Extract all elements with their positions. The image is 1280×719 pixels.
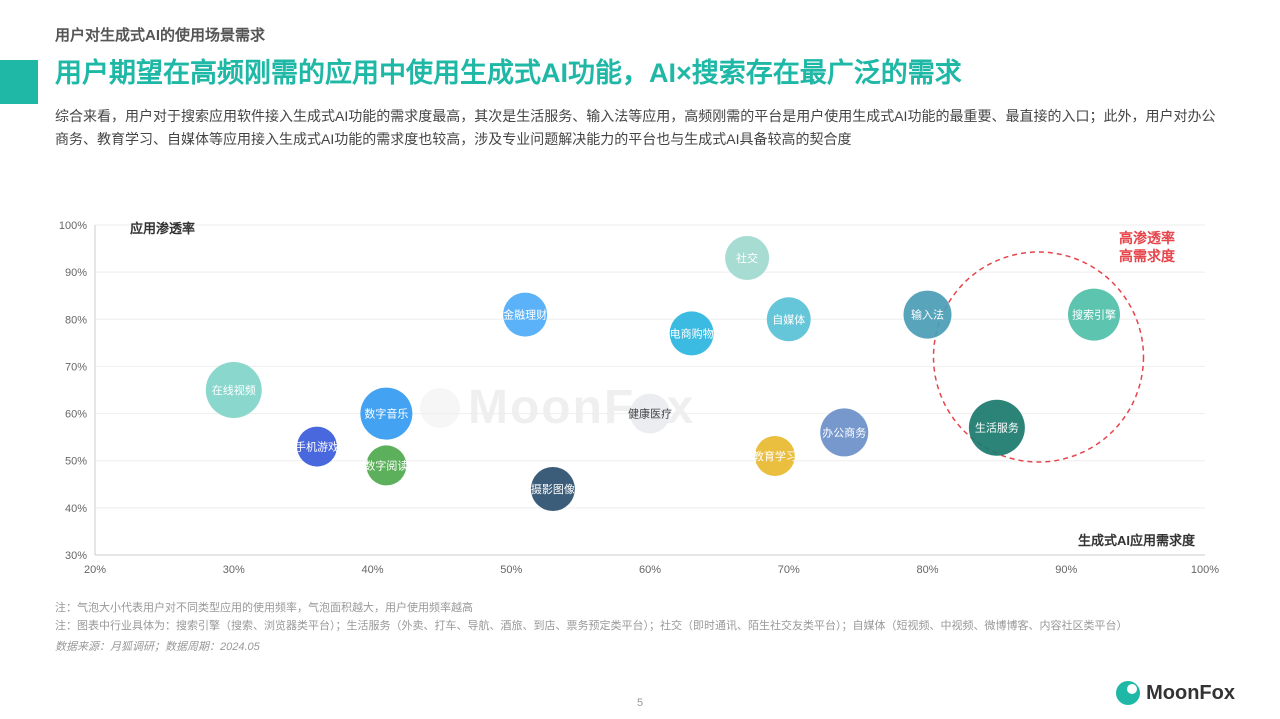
svg-text:70%: 70% bbox=[778, 564, 800, 576]
svg-text:40%: 40% bbox=[361, 564, 383, 576]
svg-text:80%: 80% bbox=[65, 314, 87, 326]
svg-text:30%: 30% bbox=[223, 564, 245, 576]
note-line: 注：图表中行业具体为：搜索引擎（搜索、浏览器类平台）；生活服务（外卖、打车、导航… bbox=[55, 618, 1225, 636]
svg-text:输入法: 输入法 bbox=[911, 308, 944, 322]
accent-bar bbox=[0, 60, 38, 104]
svg-text:90%: 90% bbox=[1055, 564, 1077, 576]
svg-text:搜索引擎: 搜索引擎 bbox=[1072, 308, 1116, 322]
footnotes: 注：气泡大小代表用户对不同类型应用的使用频率，气泡面积越大，用户使用频率越高 注… bbox=[55, 600, 1225, 657]
svg-text:社交: 社交 bbox=[736, 251, 758, 265]
svg-text:数字音乐: 数字音乐 bbox=[364, 407, 408, 421]
svg-text:生成式AI应用需求度: 生成式AI应用需求度 bbox=[1078, 533, 1196, 548]
svg-text:手机游戏: 手机游戏 bbox=[295, 440, 339, 454]
svg-text:80%: 80% bbox=[916, 564, 938, 576]
svg-text:30%: 30% bbox=[65, 550, 87, 562]
svg-text:60%: 60% bbox=[65, 409, 87, 421]
note-line: 注：气泡大小代表用户对不同类型应用的使用频率，气泡面积越大，用户使用频率越高 bbox=[55, 600, 1225, 618]
svg-text:摄影图像: 摄影图像 bbox=[531, 482, 575, 496]
data-source: 数据来源：月狐调研；数据周期：2024.05 bbox=[55, 639, 1225, 657]
svg-text:办公商务: 办公商务 bbox=[822, 425, 866, 439]
svg-text:教育学习: 教育学习 bbox=[753, 449, 797, 463]
page-number: 5 bbox=[637, 697, 643, 709]
svg-text:生活服务: 生活服务 bbox=[975, 421, 1019, 435]
bubble-chart: 30% 40% 50% 60% 70% 80% 90% 100% 20% 30% 40% 50% 60%… bbox=[55, 215, 1225, 585]
svg-text:50%: 50% bbox=[500, 564, 522, 576]
super-title: 用户对生成式AI的使用场景需求 bbox=[55, 24, 1225, 45]
svg-text:高需求度: 高需求度 bbox=[1119, 248, 1176, 264]
svg-text:电商购物: 电商购物 bbox=[670, 326, 714, 340]
svg-text:在线视频: 在线视频 bbox=[212, 383, 256, 397]
header: 用户对生成式AI的使用场景需求 用户期望在高频刚需的应用中使用生成式AI功能，A… bbox=[0, 0, 1280, 150]
svg-text:100%: 100% bbox=[59, 220, 87, 232]
svg-text:高渗透率: 高渗透率 bbox=[1119, 230, 1175, 246]
svg-text:60%: 60% bbox=[639, 564, 661, 576]
svg-text:自媒体: 自媒体 bbox=[772, 312, 805, 326]
description: 综合来看，用户对于搜索应用软件接入生成式AI功能的需求度最高，其次是生活服务、输… bbox=[55, 105, 1225, 150]
svg-text:50%: 50% bbox=[65, 456, 87, 468]
svg-text:健康医疗: 健康医疗 bbox=[628, 407, 672, 421]
svg-text:应用渗透率: 应用渗透率 bbox=[130, 221, 195, 236]
main-title: 用户期望在高频刚需的应用中使用生成式AI功能，AI×搜索存在最广泛的需求 bbox=[55, 55, 1225, 91]
svg-text:金融理财: 金融理财 bbox=[503, 308, 547, 322]
svg-text:数字阅读: 数字阅读 bbox=[364, 458, 408, 472]
brand-name: MoonFox bbox=[1146, 682, 1235, 705]
brand-logo: MoonFox bbox=[1116, 681, 1235, 705]
svg-text:40%: 40% bbox=[65, 503, 87, 515]
svg-text:100%: 100% bbox=[1191, 564, 1219, 576]
svg-text:70%: 70% bbox=[65, 361, 87, 373]
svg-text:20%: 20% bbox=[84, 564, 106, 576]
moonfox-icon bbox=[1116, 681, 1140, 705]
svg-text:90%: 90% bbox=[65, 267, 87, 279]
